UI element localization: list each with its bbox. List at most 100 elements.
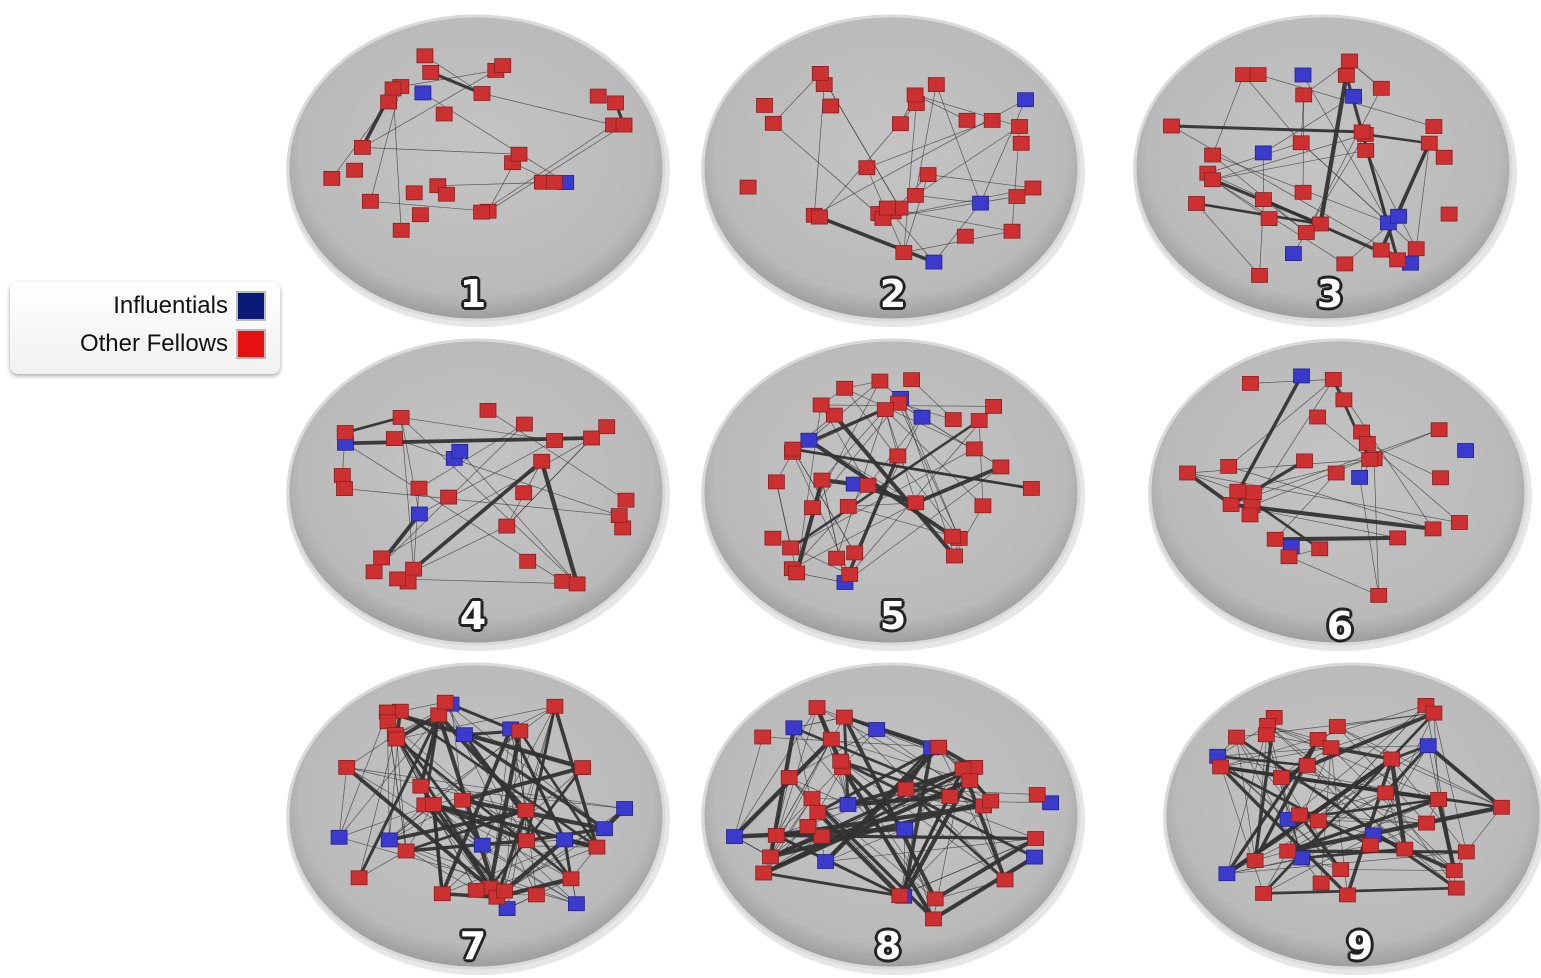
network-edge	[789, 729, 877, 778]
network-edge	[1251, 429, 1440, 506]
fellow-node	[1163, 118, 1180, 134]
fellow-node	[473, 204, 491, 220]
network-edge	[1365, 150, 1417, 249]
network-edge	[842, 767, 936, 900]
network-edge	[820, 73, 901, 209]
nodes	[1179, 368, 1475, 603]
network-edge	[1391, 758, 1502, 808]
fellow-node	[1204, 172, 1221, 188]
influential-node	[1017, 92, 1034, 108]
network-panel-3: 3	[1130, 8, 1520, 330]
fellow-node	[1008, 189, 1026, 204]
network-edge	[1427, 745, 1455, 871]
network-edge	[504, 730, 521, 892]
fellow-node	[1407, 241, 1425, 257]
network-edge	[387, 721, 508, 909]
network-edge	[344, 416, 402, 434]
network-edge	[762, 736, 939, 748]
fellow-node	[1235, 67, 1252, 83]
fellow-node	[405, 185, 423, 201]
fellow-node	[739, 179, 757, 195]
fellow-node	[362, 193, 379, 209]
network-edge	[773, 123, 884, 219]
network-edge	[817, 812, 904, 897]
network-edge	[424, 55, 483, 94]
legend-label: Other Fellows	[79, 330, 228, 357]
network-edge	[397, 578, 578, 585]
network-edge	[770, 798, 813, 858]
fellow-node	[1292, 135, 1310, 151]
network-edge	[396, 705, 555, 740]
fellow-node	[1337, 68, 1355, 83]
network-graph	[701, 14, 1085, 327]
network-edge	[935, 879, 1006, 900]
nodes	[330, 694, 634, 917]
fellow-node	[518, 833, 535, 849]
fellow-node	[380, 94, 397, 110]
influential-node	[1294, 67, 1312, 83]
network-edge	[808, 380, 881, 441]
fellow-node	[1255, 192, 1272, 208]
network-panel-4: 4	[283, 332, 673, 654]
fellow-node	[554, 573, 572, 589]
fellow-node	[1361, 452, 1379, 467]
fellow-node	[1338, 887, 1356, 903]
network-edge	[792, 448, 1032, 489]
fellow-node	[338, 760, 356, 775]
network-edge	[1274, 472, 1337, 540]
network-edge	[793, 716, 845, 729]
influential-node	[330, 829, 348, 845]
network-edge	[904, 768, 964, 830]
network-edge	[338, 711, 388, 838]
network-edge	[487, 124, 625, 212]
influential-node	[1351, 469, 1369, 485]
network-edge	[844, 466, 1002, 583]
network-edge	[400, 70, 496, 87]
fellow-node	[813, 472, 831, 488]
network-edge	[1267, 725, 1455, 871]
network-edge	[462, 765, 584, 803]
fellow-node	[1327, 465, 1345, 481]
influential-node	[817, 854, 834, 869]
fellow-node	[1309, 732, 1327, 747]
fellow-node	[433, 886, 451, 902]
fellow-node	[336, 425, 354, 440]
network-edge	[1318, 705, 1427, 822]
fellow-node	[1445, 863, 1463, 878]
fellow-node	[422, 65, 440, 80]
network-edge	[734, 736, 764, 837]
network-graph	[1163, 662, 1541, 975]
network-edge	[876, 729, 984, 807]
panel-number: 4	[459, 594, 487, 638]
fellow-node	[1257, 727, 1275, 743]
network-edge	[1187, 459, 1370, 474]
network-edge	[1391, 712, 1435, 760]
network-panel-5: 5	[698, 332, 1088, 654]
fellow-node	[1457, 844, 1475, 860]
network-edge	[1228, 466, 1434, 530]
fellow-node	[1328, 719, 1346, 734]
fellow-node	[907, 495, 925, 511]
network-graph	[1133, 14, 1517, 327]
fellow-node	[588, 839, 606, 855]
network-edge	[849, 406, 994, 575]
fellow-node	[589, 88, 607, 104]
network-edge	[983, 805, 1006, 881]
fellow-node	[1424, 521, 1442, 537]
fellow-node	[1430, 792, 1448, 807]
influential-node	[556, 832, 574, 848]
fellow-node	[1280, 549, 1298, 565]
network-disc	[701, 14, 1081, 322]
network-edge	[1365, 133, 1430, 145]
fellow-node	[440, 489, 458, 505]
fellow-node	[1440, 206, 1458, 222]
network-edge	[1337, 726, 1502, 808]
network-edge	[914, 465, 1002, 505]
network-edge	[1287, 792, 1386, 852]
fellow-node	[1249, 67, 1267, 82]
network-edge	[792, 502, 916, 569]
fellow-node	[903, 372, 921, 388]
fellow-node	[930, 739, 948, 755]
network-edge	[519, 730, 527, 841]
fellow-node	[782, 540, 799, 556]
